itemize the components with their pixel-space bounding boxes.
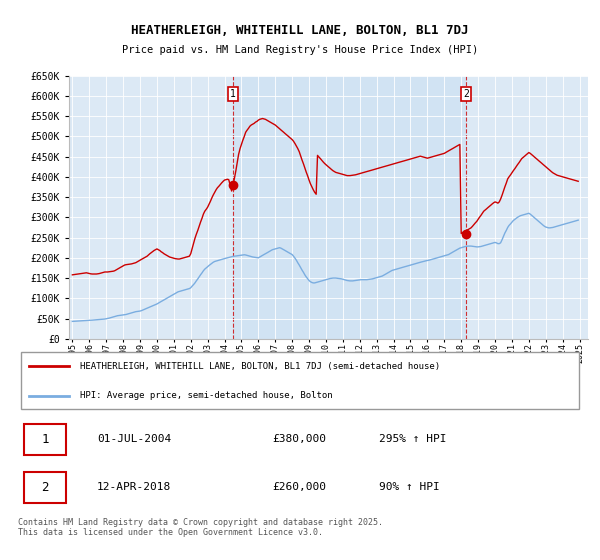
FancyBboxPatch shape [23,472,66,503]
Text: HEATHERLEIGH, WHITEHILL LANE, BOLTON, BL1 7DJ (semi-detached house): HEATHERLEIGH, WHITEHILL LANE, BOLTON, BL… [80,362,440,371]
Text: 295% ↑ HPI: 295% ↑ HPI [379,435,446,445]
Bar [233,76,466,339]
Text: 1: 1 [41,433,49,446]
Text: 12-APR-2018: 12-APR-2018 [97,482,171,492]
Text: HEATHERLEIGH, WHITEHILL LANE, BOLTON, BL1 7DJ: HEATHERLEIGH, WHITEHILL LANE, BOLTON, BL… [131,24,469,38]
Text: £260,000: £260,000 [272,482,326,492]
Text: Price paid vs. HM Land Registry's House Price Index (HPI): Price paid vs. HM Land Registry's House … [122,45,478,55]
Text: 2: 2 [41,481,49,494]
Text: 90% ↑ HPI: 90% ↑ HPI [379,482,440,492]
FancyBboxPatch shape [21,352,579,409]
Text: 01-JUL-2004: 01-JUL-2004 [97,435,171,445]
Text: 1: 1 [230,89,236,99]
Text: HPI: Average price, semi-detached house, Bolton: HPI: Average price, semi-detached house,… [80,391,332,400]
Text: £380,000: £380,000 [272,435,326,445]
Text: 2: 2 [463,89,469,99]
Text: Contains HM Land Registry data © Crown copyright and database right 2025.
This d: Contains HM Land Registry data © Crown c… [18,518,383,538]
FancyBboxPatch shape [23,424,66,455]
